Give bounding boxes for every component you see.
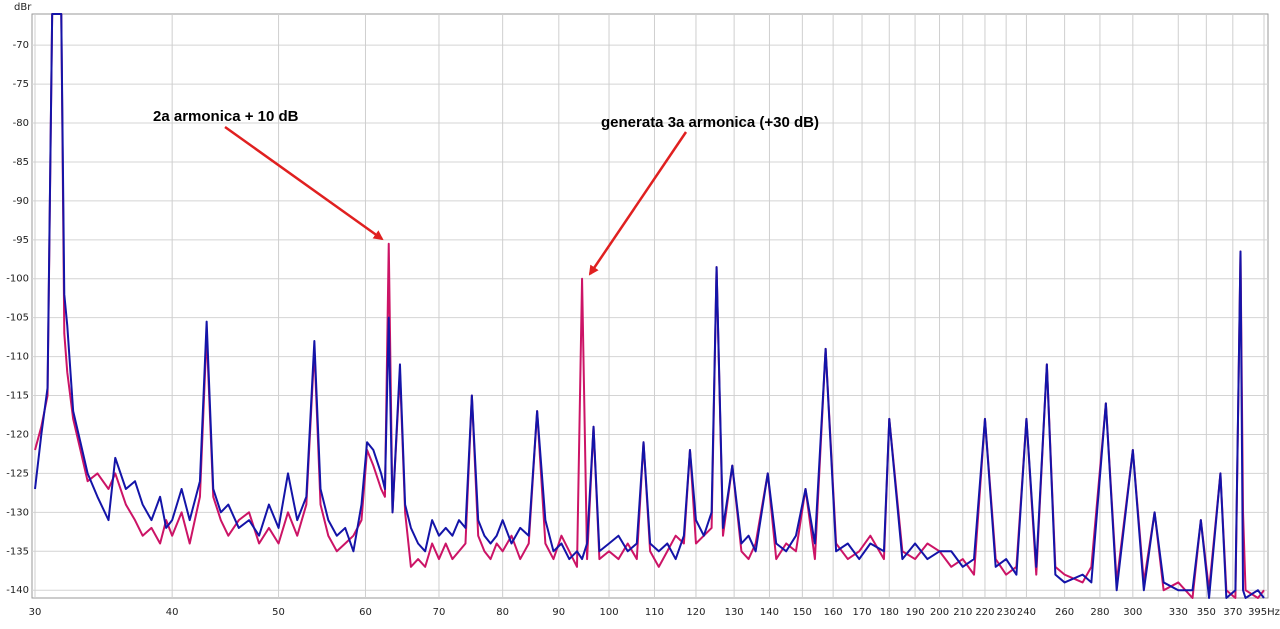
- x-tick-label: 30: [29, 607, 42, 618]
- x-tick-label: 130: [725, 607, 744, 618]
- x-tick-label: 140: [760, 607, 779, 618]
- x-tick-label: 90: [552, 607, 565, 618]
- y-tick-label: -105: [6, 313, 29, 324]
- x-tick-label: 180: [880, 607, 899, 618]
- x-tick-label: 40: [166, 607, 179, 618]
- y-tick-label: -100: [6, 274, 29, 285]
- x-tick-label: 160: [824, 607, 843, 618]
- annotation-arrow: [588, 131, 688, 276]
- x-tick-label: 50: [272, 607, 285, 618]
- y-tick-label: -80: [13, 118, 29, 129]
- y-tick-label: -85: [13, 157, 29, 168]
- x-tick-label: 170: [852, 607, 871, 618]
- y-tick-label: -130: [6, 507, 29, 518]
- y-tick-label: -115: [6, 391, 29, 402]
- y-tick-label: -90: [13, 196, 29, 207]
- y-tick-label: -120: [6, 429, 29, 440]
- x-tick-label: 240: [1017, 607, 1036, 618]
- x-tick-label: 220: [975, 607, 994, 618]
- y-tick-label: -110: [6, 352, 29, 363]
- annotation: generata 3a armonica (+30 dB): [601, 114, 819, 131]
- y-tick-label: -75: [13, 79, 29, 90]
- x-tick-label: 80: [496, 607, 509, 618]
- lines: [34, 13, 1265, 599]
- x-tick-label: 110: [645, 607, 664, 618]
- x-tick-label: 280: [1090, 607, 1109, 618]
- x-tick-label: 395Hz: [1248, 607, 1280, 618]
- y-tick-label: -135: [6, 546, 29, 557]
- annotation: 2a armonica + 10 dB: [153, 108, 299, 125]
- x-tick-label: 330: [1169, 607, 1188, 618]
- x-tick-label: 70: [433, 607, 446, 618]
- x-tick-label: 350: [1197, 607, 1216, 618]
- y-axis-label: dBr: [14, 2, 32, 13]
- y-tick-label: -140: [6, 585, 29, 596]
- y-tick-label: -125: [6, 468, 29, 479]
- x-tick-label: 260: [1055, 607, 1074, 618]
- x-tick-label: 100: [599, 607, 618, 618]
- grid: [32, 14, 1268, 598]
- x-tick-label: 200: [930, 607, 949, 618]
- x-tick-label: 210: [953, 607, 972, 618]
- x-tick-label: 120: [686, 607, 705, 618]
- y-tick-label: -95: [13, 235, 29, 246]
- x-tick-label: 190: [906, 607, 925, 618]
- x-tick-label: 370: [1223, 607, 1242, 618]
- x-tick-label: 150: [793, 607, 812, 618]
- series-line: [34, 13, 1265, 599]
- annotation-arrow: [224, 125, 384, 241]
- x-tick-label: 300: [1123, 607, 1142, 618]
- x-tick-label: 230: [997, 607, 1016, 618]
- plot-area: [31, 13, 1269, 599]
- y-tick-label: -70: [13, 40, 29, 51]
- x-tick-label: 60: [359, 607, 372, 618]
